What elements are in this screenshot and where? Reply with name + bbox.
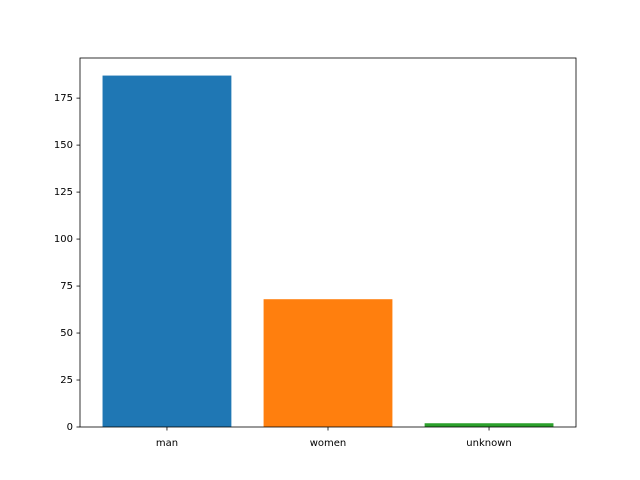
y-tick-label: 175 xyxy=(54,93,73,104)
plot-area xyxy=(102,75,554,428)
y-tick-label: 75 xyxy=(60,281,73,292)
x-tick-label: man xyxy=(156,438,178,449)
y-tick-label: 50 xyxy=(60,328,73,339)
y-tick-label: 0 xyxy=(67,422,73,433)
y-tick-label: 25 xyxy=(60,375,73,386)
bar xyxy=(424,423,554,427)
x-tick-label: women xyxy=(310,438,347,449)
y-tick-label: 125 xyxy=(54,187,73,198)
x-tick-label: unknown xyxy=(466,438,511,449)
bar xyxy=(263,299,393,427)
bar xyxy=(102,75,232,428)
y-tick-label: 100 xyxy=(54,234,73,245)
y-tick-label: 150 xyxy=(54,140,73,151)
